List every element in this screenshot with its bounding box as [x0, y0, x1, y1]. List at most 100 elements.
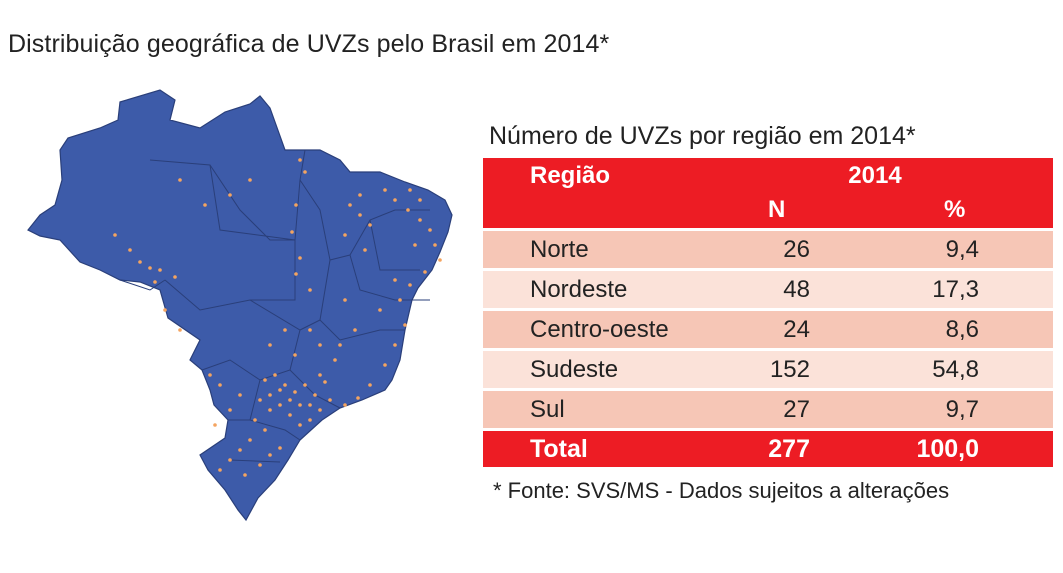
row-regiao: Sul [530, 396, 565, 423]
uvz-dot [333, 358, 337, 362]
uvz-dot [218, 383, 222, 387]
total-n: 277 [768, 435, 810, 463]
state-borders [119, 149, 430, 463]
header-pct: % [944, 196, 966, 223]
brazil-map-shape [27, 89, 453, 522]
brazil-map [27, 89, 453, 522]
uvz-dot [298, 403, 302, 407]
brazil-outline [27, 89, 453, 522]
uvz-dot [403, 323, 407, 327]
row-n: 48 [783, 276, 810, 303]
uvz-dot [343, 298, 347, 302]
uvz-dot [248, 438, 252, 442]
uvz-dot [290, 230, 294, 234]
uvz-dot [398, 298, 402, 302]
uvz-dot [278, 388, 282, 392]
uvz-dot [358, 193, 362, 197]
header-regiao: Região [530, 162, 611, 189]
uvz-dot [353, 328, 357, 332]
uvz-dot [294, 272, 298, 276]
uvz-dot [298, 423, 302, 427]
row-pct: 9,7 [945, 396, 979, 423]
uvz-dot [258, 463, 262, 467]
uvz-dot [178, 178, 182, 182]
uvz-dot [318, 408, 322, 412]
table-total-row: Total 277 100,0 [483, 431, 1053, 467]
uvz-dot [148, 266, 152, 270]
uvz-dot [288, 398, 292, 402]
row-pct: 8,6 [945, 316, 979, 343]
uvz-dot [358, 213, 362, 217]
row-regiao: Norte [530, 236, 589, 263]
uvz-dot [173, 275, 177, 279]
uvz-dot [213, 423, 217, 427]
table-row: Nordeste 48 17,3 [483, 271, 1053, 308]
row-n: 152 [769, 356, 810, 383]
uvz-dot [348, 203, 352, 207]
uvz-dot [423, 270, 427, 274]
uvz-dot [303, 170, 307, 174]
uvz-dot [356, 396, 360, 400]
uvz-dot [308, 403, 312, 407]
total-pct: 100,0 [916, 435, 979, 463]
uvz-dot [158, 268, 162, 272]
uvz-dot [313, 393, 317, 397]
uvz-dot [243, 473, 247, 477]
uvz-dot [203, 203, 207, 207]
uvz-dot [368, 383, 372, 387]
uvz-dot [238, 448, 242, 452]
row-pct: 9,4 [945, 236, 979, 263]
row-n: 24 [783, 316, 810, 343]
uvz-dot [433, 243, 437, 247]
uvz-dot [263, 378, 267, 382]
row-n: 26 [783, 236, 810, 263]
row-regiao: Nordeste [530, 276, 628, 303]
uvz-dot [253, 418, 257, 422]
uvz-dot [273, 373, 277, 377]
table-row: Norte 26 9,4 [483, 231, 1053, 268]
uvz-dot [228, 193, 232, 197]
uvz-dot [288, 413, 292, 417]
uvz-dot [363, 248, 367, 252]
total-label: Total [530, 435, 588, 463]
uvz-dot [298, 256, 302, 260]
uvz-dot [268, 343, 272, 347]
uvz-dot [393, 198, 397, 202]
uvz-dot [278, 446, 282, 450]
uvz-dot [383, 188, 387, 192]
uvz-dot [238, 393, 242, 397]
uvz-dot [406, 208, 410, 212]
table-row: Sul 27 9,7 [483, 391, 1053, 428]
uvz-dot [228, 458, 232, 462]
uvz-dot [338, 343, 342, 347]
row-regiao: Sudeste [530, 356, 619, 383]
uvz-dot [153, 280, 157, 284]
uvz-dot [393, 343, 397, 347]
uvz-dot [343, 403, 347, 407]
uvz-dot [378, 308, 382, 312]
uvz-dot [208, 373, 212, 377]
row-pct: 17,3 [932, 276, 979, 303]
uvz-dot [294, 203, 298, 207]
uvz-dot [428, 228, 432, 232]
uvz-dot [178, 328, 182, 332]
table-title: Número de UVZs por região em 2014* [489, 122, 916, 150]
uvz-dot [438, 258, 442, 262]
uvz-dot [308, 288, 312, 292]
uvz-dot [268, 453, 272, 457]
table-row: Centro-oeste 24 8,6 [483, 311, 1053, 348]
uvz-dot [408, 283, 412, 287]
uvz-dot [283, 383, 287, 387]
uvz-dot [218, 468, 222, 472]
uvz-dot [368, 223, 372, 227]
uvz-dot [383, 363, 387, 367]
uvz-dot [258, 398, 262, 402]
header-n: N [768, 196, 786, 223]
table-header: Região 2014 N % [483, 158, 1053, 228]
uvz-dot [298, 158, 302, 162]
uvz-dot [283, 328, 287, 332]
uvz-dot [268, 393, 272, 397]
header-year: 2014 [848, 162, 902, 189]
row-pct: 54,8 [932, 356, 979, 383]
uvz-dot [113, 233, 117, 237]
